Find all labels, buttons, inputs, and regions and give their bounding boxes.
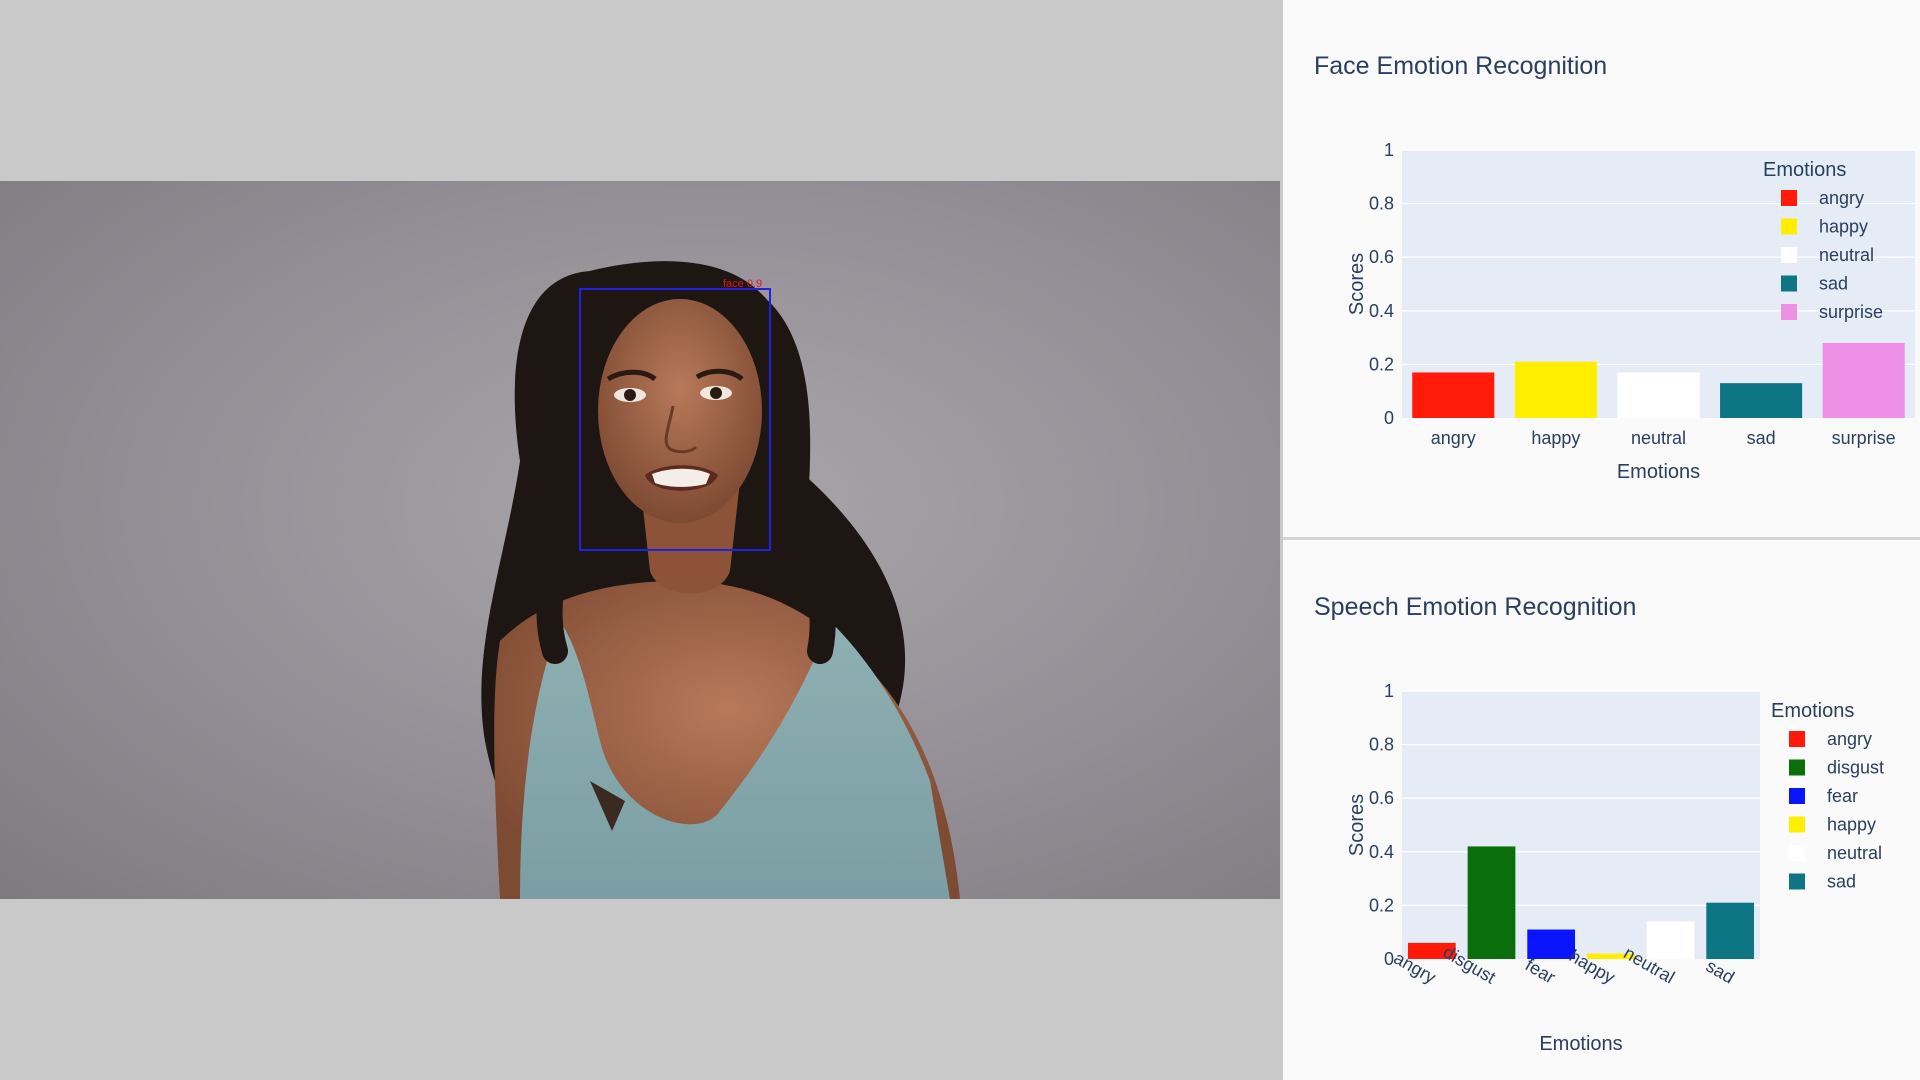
speech-bar-disgust[interactable] bbox=[1467, 846, 1516, 959]
face-y-tick-label: 0.4 bbox=[1369, 301, 1394, 321]
face-legend-swatch bbox=[1781, 304, 1797, 320]
speech-legend-item-fear[interactable]: fear bbox=[1789, 786, 1858, 806]
face-bounding-box bbox=[579, 288, 771, 551]
speech-bar-happy[interactable] bbox=[1586, 953, 1635, 959]
face-bar-happy[interactable] bbox=[1514, 361, 1597, 418]
face-legend-label: surprise bbox=[1819, 302, 1883, 322]
face-legend-item-sad[interactable]: sad bbox=[1781, 274, 1848, 294]
face-legend-item-surprise[interactable]: surprise bbox=[1781, 302, 1883, 322]
face-legend-label: sad bbox=[1819, 274, 1848, 294]
face-x-tick-label-neutral: neutral bbox=[1631, 428, 1686, 448]
face-x-tick-label-surprise: surprise bbox=[1832, 428, 1896, 448]
face-legend-label: angry bbox=[1819, 188, 1864, 208]
face-legend-item-neutral[interactable]: neutral bbox=[1781, 245, 1874, 265]
speech-bar-sad[interactable] bbox=[1706, 902, 1755, 959]
speech-legend-swatch bbox=[1789, 788, 1805, 804]
face-legend-swatch bbox=[1781, 247, 1797, 263]
face-legend-item-happy[interactable]: happy bbox=[1781, 217, 1868, 237]
speech-legend-item-happy[interactable]: happy bbox=[1789, 815, 1876, 835]
speech-y-axis-title: Scores bbox=[1346, 794, 1368, 856]
face-y-tick-label: 1 bbox=[1384, 140, 1394, 160]
video-pane: face 0.9 bbox=[0, 0, 1283, 1080]
face-legend-label: neutral bbox=[1819, 245, 1874, 265]
face-y-tick-label: 0.6 bbox=[1369, 247, 1394, 267]
face-x-tick-label-happy: happy bbox=[1531, 428, 1580, 448]
speech-legend-swatch bbox=[1789, 873, 1805, 890]
speech-legend-item-disgust[interactable]: disgust bbox=[1789, 758, 1884, 778]
face-legend-swatch bbox=[1781, 218, 1797, 235]
face-x-tick-label-angry: angry bbox=[1431, 428, 1476, 448]
face-x-axis-title: Emotions bbox=[1617, 461, 1700, 483]
speech-chart-title: Speech Emotion Recognition bbox=[1314, 593, 1636, 621]
speech-legend-label: happy bbox=[1827, 815, 1876, 835]
speech-bar-angry[interactable] bbox=[1407, 942, 1456, 959]
speech-legend-swatch bbox=[1789, 759, 1805, 776]
face-x-tick-label-sad: sad bbox=[1747, 428, 1776, 448]
face-bar-sad[interactable] bbox=[1720, 383, 1803, 418]
speech-legend-item-sad[interactable]: sad bbox=[1789, 872, 1856, 892]
speech-plot-area bbox=[1402, 691, 1760, 959]
speech-y-tick-label: 0.4 bbox=[1369, 842, 1394, 862]
face-legend-title: Emotions bbox=[1763, 159, 1846, 181]
speech-x-axis-title: Emotions bbox=[1539, 1033, 1622, 1055]
speech-legend-swatch bbox=[1789, 845, 1805, 861]
speech-x-tick-label-sad: sad bbox=[1703, 956, 1738, 988]
face-box-label: face 0.9 bbox=[723, 278, 762, 290]
video-subject-illustration: face 0.9 bbox=[481, 261, 960, 899]
face-y-tick-label: 0 bbox=[1384, 408, 1394, 428]
speech-legend-label: neutral bbox=[1827, 843, 1882, 863]
face-legend-item-angry[interactable]: angry bbox=[1781, 188, 1864, 208]
face-legend-swatch bbox=[1781, 275, 1797, 292]
speech-bar-neutral[interactable] bbox=[1646, 921, 1695, 959]
face-y-axis-title: Scores bbox=[1346, 253, 1368, 315]
speech-legend-swatch bbox=[1789, 731, 1805, 747]
speech-legend-title: Emotions bbox=[1771, 700, 1854, 722]
panel-divider bbox=[1283, 537, 1920, 540]
speech-legend-label: disgust bbox=[1827, 758, 1884, 778]
speech-bar-fear[interactable] bbox=[1527, 929, 1576, 959]
face-legend-label: happy bbox=[1819, 217, 1868, 237]
speech-legend-item-angry[interactable]: angry bbox=[1789, 729, 1872, 749]
face-bar-neutral[interactable] bbox=[1617, 372, 1700, 418]
speech-legend-swatch bbox=[1789, 816, 1805, 833]
face-emotion-chart: Face Emotion Recognition 0 0.2 0.4 0.6 0.8 1 an… bbox=[1314, 52, 1915, 483]
speech-legend-item-neutral[interactable]: neutral bbox=[1789, 843, 1882, 863]
face-bar-angry[interactable] bbox=[1412, 372, 1495, 418]
speech-y-tick-label: 1 bbox=[1384, 681, 1394, 701]
face-y-tick-label: 0.8 bbox=[1369, 194, 1394, 214]
speech-x-tick-label-fear: fear bbox=[1522, 955, 1559, 988]
speech-y-tick-label: 0.8 bbox=[1369, 735, 1394, 755]
speech-y-tick-label: 0.2 bbox=[1369, 895, 1394, 915]
speech-legend-label: sad bbox=[1827, 872, 1856, 892]
speech-y-tick-label: 0 bbox=[1384, 949, 1394, 969]
speech-legend-label: angry bbox=[1827, 729, 1872, 749]
face-chart-title: Face Emotion Recognition bbox=[1314, 52, 1607, 80]
face-y-tick-label: 0.2 bbox=[1369, 354, 1394, 374]
speech-legend-label: fear bbox=[1827, 786, 1858, 806]
speech-y-tick-label: 0.6 bbox=[1369, 788, 1394, 808]
face-legend-swatch bbox=[1781, 190, 1797, 206]
face-bar-surprise[interactable] bbox=[1822, 342, 1905, 418]
video-frame: face 0.9 bbox=[0, 181, 1280, 899]
speech-emotion-chart: Speech Emotion Recognition 0 0.2 0.4 0.6 0.8 1… bbox=[1314, 593, 1884, 1055]
